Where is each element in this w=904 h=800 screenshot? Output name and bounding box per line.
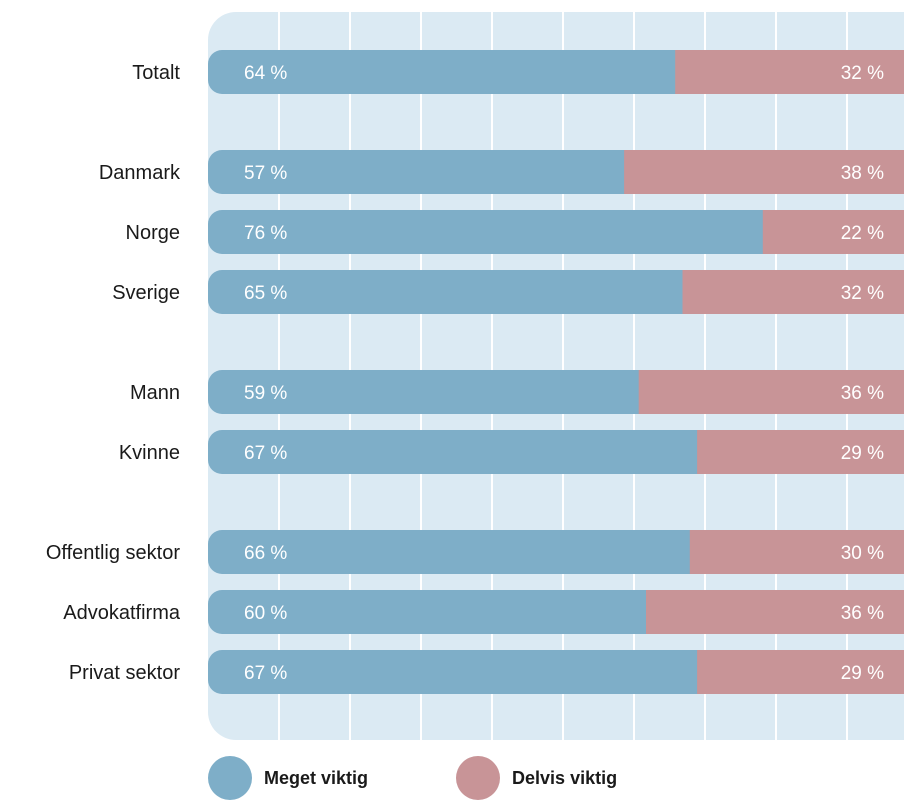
- value-label-delvis: 30 %: [841, 543, 884, 564]
- category-label: Mann: [130, 382, 180, 404]
- category-label: Danmark: [99, 162, 181, 184]
- value-label-delvis: 38 %: [841, 163, 884, 184]
- category-label: Kvinne: [119, 442, 180, 464]
- bar-row: [208, 210, 904, 254]
- bar-row: [208, 50, 904, 94]
- bar-row: [208, 370, 904, 414]
- legend-swatch-meget: [208, 756, 252, 800]
- value-label-delvis: 22 %: [841, 223, 884, 244]
- value-label-meget: 67 %: [244, 443, 287, 464]
- value-label-meget: 59 %: [244, 383, 287, 404]
- value-label-meget: 64 %: [244, 63, 287, 84]
- value-label-delvis: 29 %: [841, 443, 884, 464]
- legend-label-meget: Meget viktig: [264, 768, 368, 789]
- stacked-bar-chart: 64 % 32 % Totalt 57 % 38 % Danmark 76 % 22 % Nor…: [0, 0, 904, 750]
- legend-label-delvis: Delvis viktig: [512, 768, 617, 789]
- value-label-meget: 65 %: [244, 283, 287, 304]
- value-label-meget: 60 %: [244, 603, 287, 624]
- category-label: Sverige: [112, 282, 180, 304]
- value-label-meget: 67 %: [244, 663, 287, 684]
- value-label-delvis: 32 %: [841, 63, 884, 84]
- value-label-meget: 76 %: [244, 223, 287, 244]
- value-label-delvis: 36 %: [841, 603, 884, 624]
- category-label: Totalt: [132, 62, 180, 84]
- value-label-meget: 66 %: [244, 543, 287, 564]
- legend: Meget viktig Delvis viktig: [208, 756, 705, 800]
- legend-item-delvis: Delvis viktig: [456, 756, 617, 800]
- bar-row: [208, 150, 904, 194]
- bar-row: [208, 650, 904, 694]
- category-label: Privat sektor: [69, 662, 180, 684]
- legend-swatch-delvis: [456, 756, 500, 800]
- value-label-delvis: 32 %: [841, 283, 884, 304]
- bar-row: [208, 270, 904, 314]
- value-label-meget: 57 %: [244, 163, 287, 184]
- category-label: Norge: [126, 222, 180, 244]
- bar-meget: [208, 210, 763, 254]
- category-label: Offentlig sektor: [46, 542, 180, 564]
- category-label: Advokatfirma: [63, 602, 181, 624]
- bar-row: [208, 590, 904, 634]
- legend-item-meget: Meget viktig: [208, 756, 368, 800]
- bar-row: [208, 430, 904, 474]
- value-label-delvis: 36 %: [841, 383, 884, 404]
- value-label-delvis: 29 %: [841, 663, 884, 684]
- bar-row: [208, 530, 904, 574]
